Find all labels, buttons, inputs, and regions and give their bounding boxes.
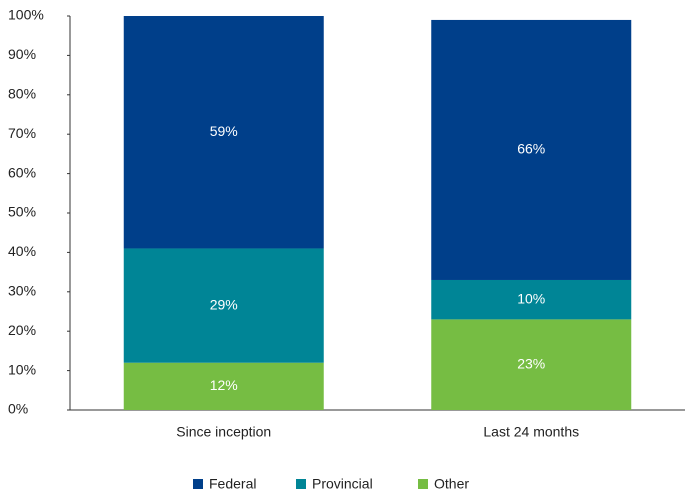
x-tick-label: Last 24 months <box>483 424 579 440</box>
bar-segment <box>123 16 324 249</box>
y-tick-label: 70% <box>8 125 36 141</box>
y-tick-label: 90% <box>8 46 36 62</box>
data-label: 10% <box>517 290 545 306</box>
legend-swatch <box>418 479 428 489</box>
bar-segment <box>123 248 324 363</box>
y-tick-label: 50% <box>8 204 36 220</box>
legend-label: Other <box>434 476 469 492</box>
y-tick-label: 30% <box>8 283 36 299</box>
data-label: 23% <box>517 355 545 371</box>
data-label: 66% <box>517 141 545 157</box>
legend-swatch <box>296 479 306 489</box>
bar-segment <box>123 362 324 410</box>
y-tick-label: 60% <box>8 164 36 180</box>
y-tick-label: 0% <box>8 401 28 417</box>
y-tick-label: 100% <box>8 7 44 23</box>
y-tick-label: 20% <box>8 322 36 338</box>
x-tick-label: Since inception <box>176 424 271 440</box>
legend-label: Provincial <box>312 476 373 492</box>
legend-swatch <box>193 479 203 489</box>
data-label: 59% <box>210 123 238 139</box>
y-tick-label: 10% <box>8 361 36 377</box>
y-tick-label: 40% <box>8 243 36 259</box>
bar-segment <box>431 279 632 320</box>
bar-segment <box>431 319 632 410</box>
bar-segment <box>431 19 632 280</box>
data-label: 29% <box>210 296 238 312</box>
data-label: 12% <box>210 377 238 393</box>
y-tick-label: 80% <box>8 86 36 102</box>
legend-label: Federal <box>209 476 256 492</box>
